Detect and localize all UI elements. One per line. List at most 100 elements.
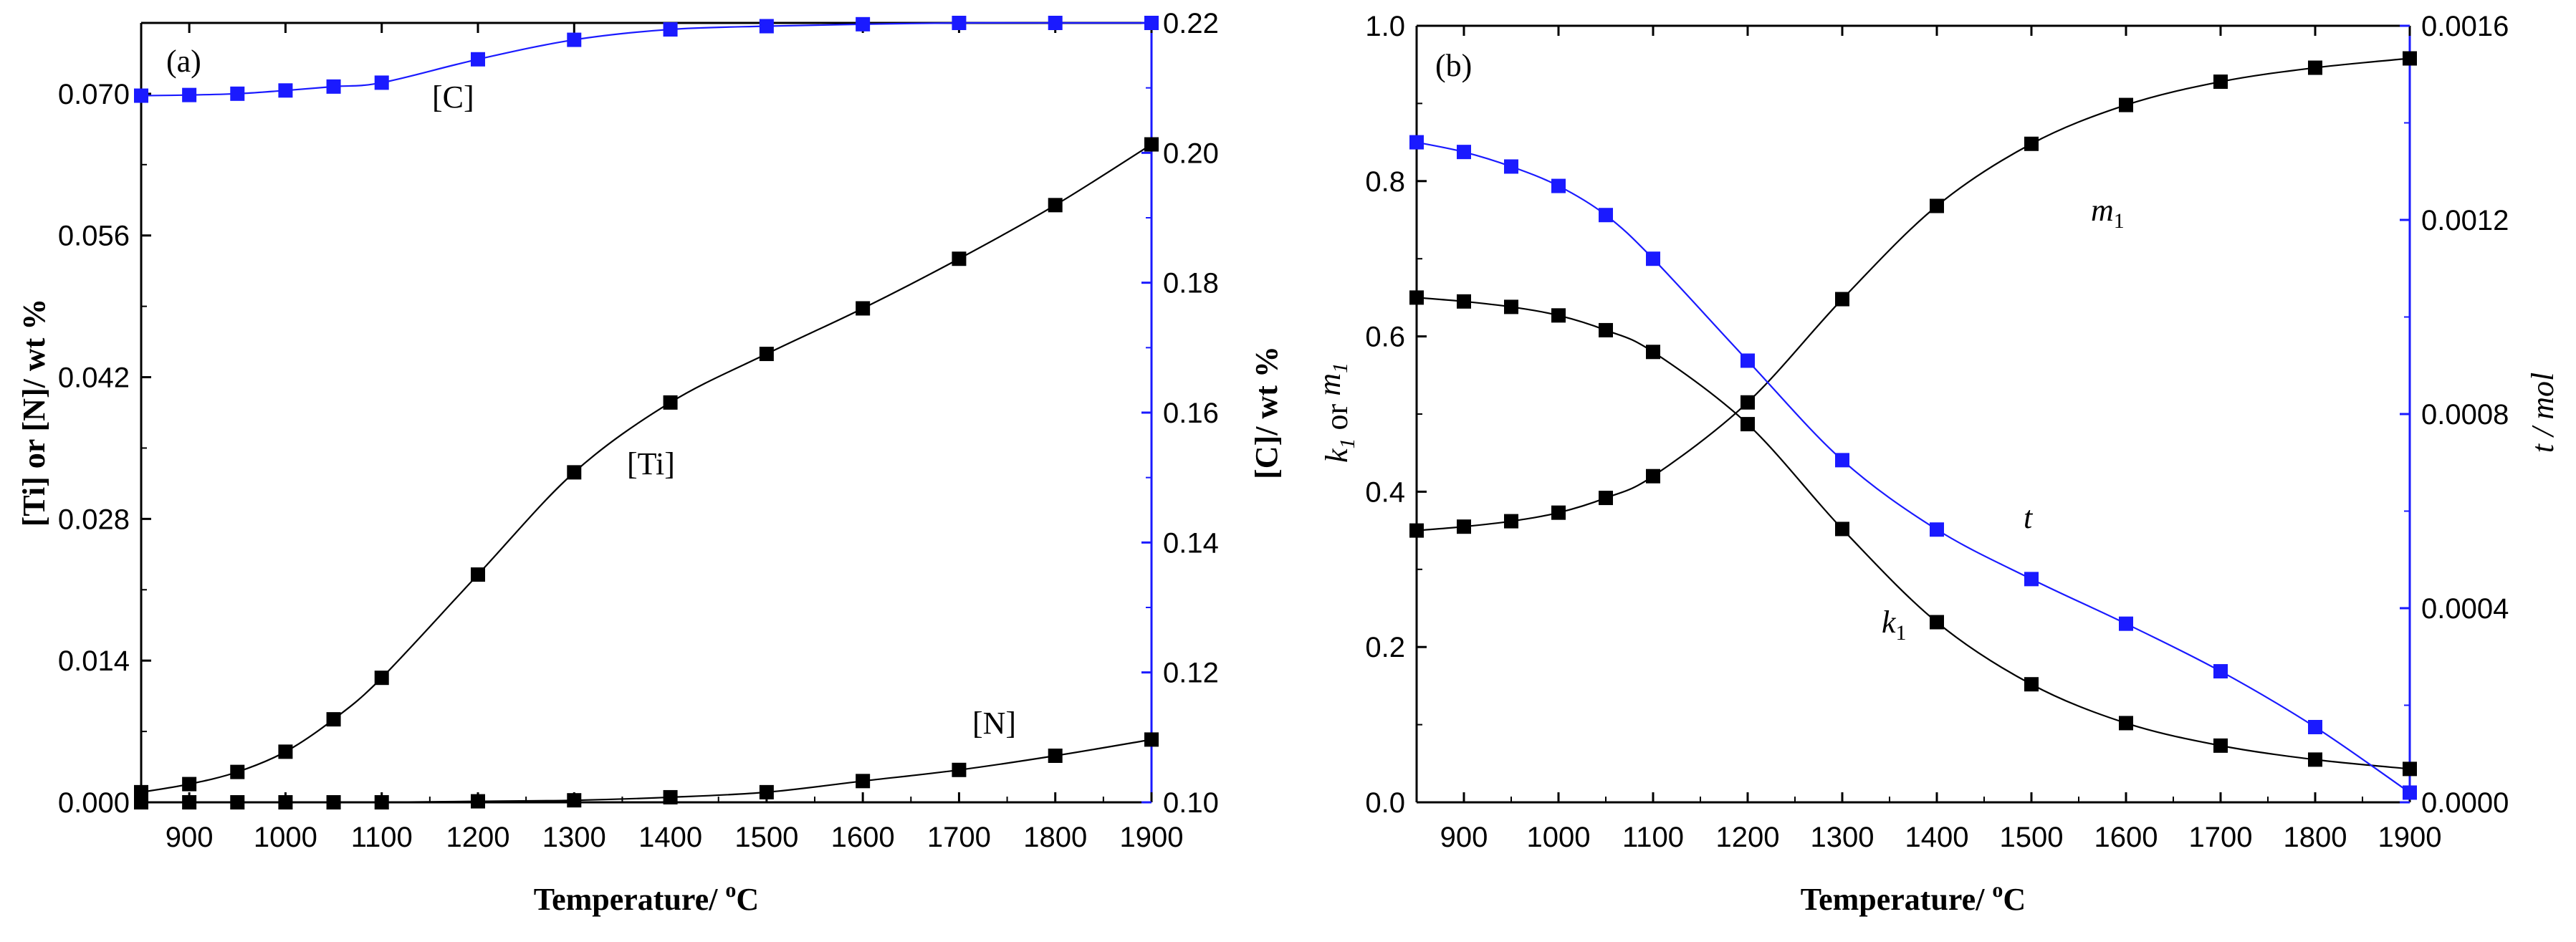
series-line-n — [141, 739, 1152, 804]
data-point-t — [1599, 208, 1613, 223]
data-point-m1 — [1409, 523, 1424, 538]
x-axis-title: Temperature/ oC — [1801, 878, 2026, 917]
data-point-m1 — [2403, 51, 2417, 66]
data-point-m1 — [1599, 491, 1613, 506]
y-left-tick-label: 0.0 — [1365, 787, 1405, 819]
data-point-m1 — [1646, 468, 1660, 484]
y-left-tick-label: 0.8 — [1365, 166, 1405, 198]
data-point-n — [471, 794, 485, 809]
data-point-t — [1504, 159, 1518, 174]
data-point-ti — [471, 567, 485, 582]
data-point-t — [2213, 664, 2228, 679]
y-left-tick-label: 1.0 — [1365, 11, 1405, 42]
data-point-k1 — [1504, 299, 1518, 314]
x-tick-label: 1000 — [1527, 822, 1591, 853]
data-point-t — [1741, 353, 1755, 368]
data-point-k1 — [1741, 417, 1755, 432]
x-tick-label: 1600 — [831, 822, 895, 853]
panel-a: 900 1000 1100 1200 1300 1400 1500 1600 1700 1800 1… — [16, 8, 1284, 917]
y-left-tick-label: 0.014 — [58, 645, 130, 677]
y-right-tick-label: 0.0008 — [2421, 399, 2509, 431]
data-point-m1 — [2119, 97, 2133, 112]
y-right-tick-label: 0.0000 — [2421, 787, 2509, 819]
data-point-c — [1048, 16, 1063, 30]
y-right-tick-label: 0.14 — [1163, 527, 1219, 559]
data-point-m1 — [2213, 75, 2228, 90]
data-point-k1 — [1599, 322, 1613, 337]
y-right-axis-title: [C]/ wt % — [1249, 346, 1284, 479]
panel-label-a: (a) — [166, 44, 201, 79]
data-point-m1 — [1741, 395, 1755, 410]
data-point-m1 — [1504, 514, 1518, 529]
y-left-tick-label: 0.028 — [58, 504, 130, 535]
y-left-tick-label: 0.6 — [1365, 322, 1405, 353]
series-line-k1 — [1416, 297, 2410, 770]
x-axis-title: Temperature/ oC — [534, 878, 759, 917]
panel-b: 900 1000 1100 1200 1300 1400 1500 1600 1700 1800 1… — [1312, 11, 2560, 917]
data-point-n — [952, 762, 967, 777]
x-tick-label: 1100 — [351, 822, 413, 853]
data-point-k1 — [2213, 738, 2228, 753]
data-point-c — [374, 75, 389, 90]
data-point-k1 — [2403, 761, 2417, 777]
data-point-t — [2308, 719, 2322, 734]
data-point-n — [1144, 732, 1159, 747]
data-point-t — [2024, 572, 2039, 587]
x-tick-label: 1200 — [1716, 822, 1780, 853]
y-right-tick-label: 0.16 — [1163, 398, 1219, 429]
label-c: [C] — [432, 80, 474, 115]
y-right-tick-label: 0.12 — [1163, 658, 1219, 689]
y-right-tick-label: 0.10 — [1163, 787, 1219, 819]
x-tick-label: 1700 — [2189, 822, 2253, 853]
x-tick-label: 1900 — [2378, 822, 2442, 853]
x-tick-label: 900 — [1440, 822, 1488, 853]
x-tick-label: 1600 — [2094, 822, 2158, 853]
label-t: t — [2024, 500, 2034, 535]
data-point-n — [663, 789, 678, 804]
y-right-tick-label: 0.0004 — [2421, 593, 2509, 625]
y-right-tick-label: 0.0016 — [2421, 11, 2509, 42]
x-tick-label: 900 — [166, 822, 214, 853]
y-left-axis-title: k1 or m1 — [1312, 362, 1359, 463]
label-m1: m1 — [2091, 193, 2125, 233]
data-point-t — [1930, 522, 1944, 537]
data-point-c — [326, 79, 341, 94]
data-point-n — [374, 795, 389, 809]
data-point-c — [471, 52, 485, 67]
data-point-t — [1409, 135, 1424, 150]
data-point-n — [182, 795, 197, 809]
y-left-tick-label: 0.4 — [1365, 476, 1405, 508]
y-right-axis-title: t / mol — [2525, 373, 2560, 453]
data-point-n — [326, 795, 341, 809]
data-point-c — [278, 83, 293, 98]
x-tick-label: 1100 — [1622, 822, 1684, 853]
data-point-ti — [326, 712, 341, 727]
data-point-c — [182, 87, 197, 102]
label-ti: [Ti] — [627, 446, 675, 481]
x-tick-label: 1700 — [927, 822, 991, 853]
data-point-m1 — [1551, 505, 1566, 520]
data-point-k1 — [1551, 308, 1566, 323]
x-tick-label: 1800 — [2284, 822, 2347, 853]
data-point-n — [759, 784, 774, 799]
x-tick-label: 1500 — [734, 822, 798, 853]
data-point-t — [2403, 785, 2417, 800]
x-tick-label: 1200 — [446, 822, 510, 853]
panel-label-b: (b) — [1435, 48, 1472, 83]
x-tick-label: 1400 — [1905, 822, 1969, 853]
x-tick-label: 1000 — [254, 822, 317, 853]
x-tick-label: 1800 — [1023, 822, 1087, 853]
y-right-tick-label: 0.0012 — [2421, 205, 2509, 236]
data-point-ti — [374, 671, 389, 686]
y-left-tick-label: 0.070 — [58, 79, 130, 110]
x-tick-label: 1500 — [2000, 822, 2064, 853]
x-tick-label: 1400 — [638, 822, 702, 853]
x-tick-label: 1300 — [1811, 822, 1874, 853]
data-point-n — [230, 795, 245, 809]
label-n: [N] — [972, 706, 1016, 741]
y-left-tick-label: 0.000 — [58, 787, 130, 819]
series-line-c — [140, 21, 1151, 97]
data-point-c — [952, 16, 967, 30]
data-point-n — [134, 795, 148, 809]
